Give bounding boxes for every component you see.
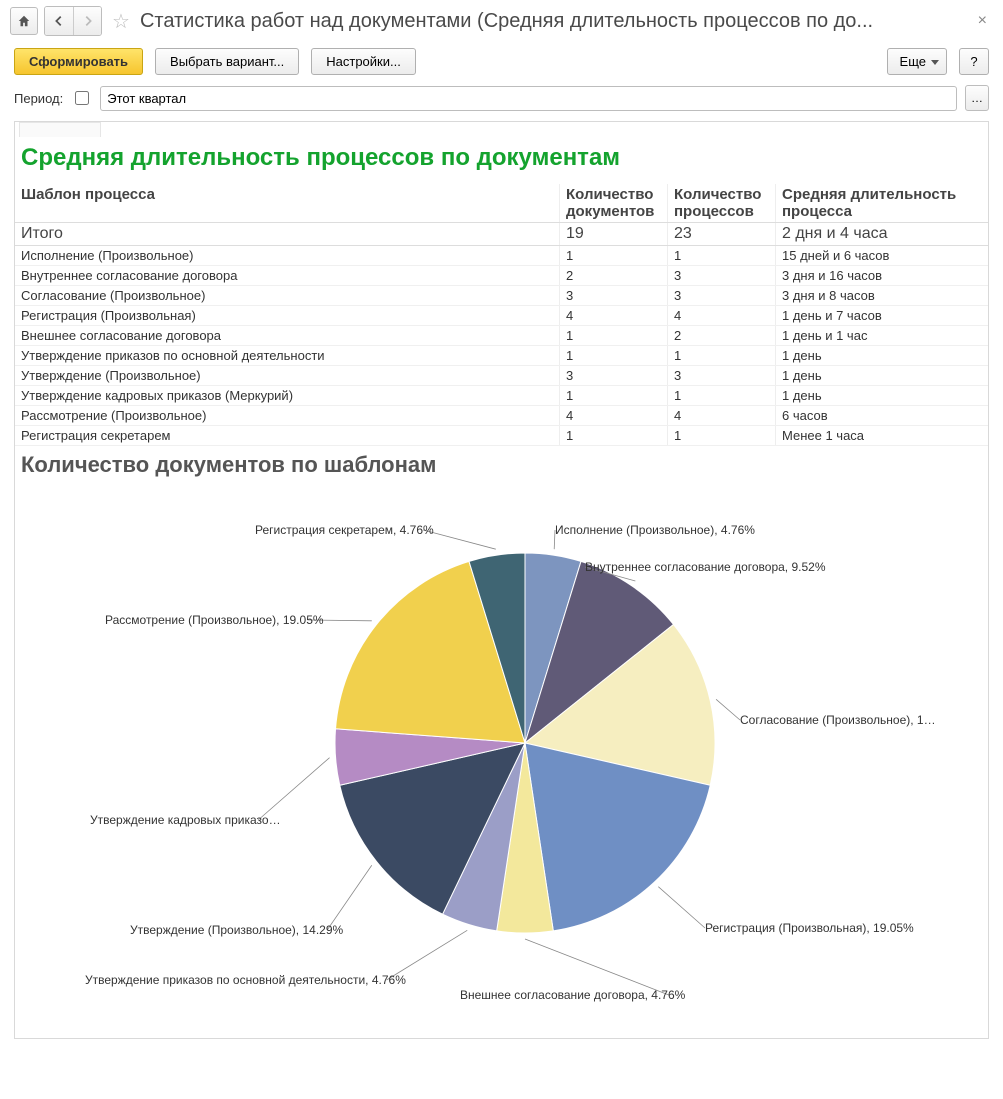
row-docs: 1 xyxy=(560,326,668,346)
pie-label: Регистрация секретарем, 4.76% xyxy=(255,523,434,537)
period-ellipsis-button[interactable]: … xyxy=(965,85,989,111)
row-name: Регистрация (Произвольная) xyxy=(15,306,560,326)
row-procs: 3 xyxy=(668,366,776,386)
settings-button[interactable]: Настройки... xyxy=(311,48,416,75)
row-dur: 1 день и 7 часов xyxy=(776,306,989,326)
row-docs: 1 xyxy=(560,246,668,266)
nav-group xyxy=(44,6,102,36)
row-procs: 4 xyxy=(668,406,776,426)
row-dur: 1 день xyxy=(776,366,989,386)
page-title: Статистика работ над документами (Средня… xyxy=(140,10,966,33)
pie-label: Утверждение приказов по основной деятель… xyxy=(85,973,406,987)
col-duration: Средняя длительность процесса xyxy=(776,184,989,223)
totals-label: Итого xyxy=(15,223,560,246)
table-row: Утверждение (Произвольное)331 день xyxy=(15,366,988,386)
pie-label: Утверждение кадровых приказо… xyxy=(90,813,281,827)
table-row: Согласование (Произвольное)333 дня и 8 ч… xyxy=(15,286,988,306)
row-dur: Менее 1 часа xyxy=(776,426,989,446)
row-docs: 4 xyxy=(560,406,668,426)
row-name: Внешнее согласование договора xyxy=(15,326,560,346)
home-button[interactable] xyxy=(10,7,38,35)
col-procs: Количество процессов xyxy=(668,184,776,223)
row-docs: 1 xyxy=(560,346,668,366)
row-docs: 4 xyxy=(560,306,668,326)
pie-label: Утверждение (Произвольное), 14.29% xyxy=(130,923,343,937)
table-row: Утверждение приказов по основной деятель… xyxy=(15,346,988,366)
table-row: Регистрация секретарем11Менее 1 часа xyxy=(15,426,988,446)
row-name: Утверждение кадровых приказов (Меркурий) xyxy=(15,386,560,406)
row-dur: 1 день xyxy=(776,386,989,406)
report-panel: Средняя длительность процессов по докуме… xyxy=(14,121,989,1039)
arrow-right-icon xyxy=(81,14,95,28)
row-procs: 1 xyxy=(668,346,776,366)
totals-procs: 23 xyxy=(668,223,776,246)
row-dur: 1 день xyxy=(776,346,989,366)
row-procs: 4 xyxy=(668,306,776,326)
period-checkbox[interactable] xyxy=(75,91,89,105)
pie-label: Внешнее согласование договора, 4.76% xyxy=(460,988,685,1002)
home-icon xyxy=(17,14,31,28)
period-input[interactable] xyxy=(100,86,957,111)
row-dur: 3 дня и 16 часов xyxy=(776,266,989,286)
pie-label: Регистрация (Произвольная), 19.05% xyxy=(705,921,914,935)
choose-variant-button[interactable]: Выбрать вариант... xyxy=(155,48,299,75)
report-title: Средняя длительность процессов по докуме… xyxy=(15,136,988,184)
table-row: Регистрация (Произвольная)441 день и 7 ч… xyxy=(15,306,988,326)
row-dur: 1 день и 1 час xyxy=(776,326,989,346)
totals-dur: 2 дня и 4 часа xyxy=(776,223,989,246)
table-row: Внешнее согласование договора121 день и … xyxy=(15,326,988,346)
report-table: Шаблон процесса Количество документов Ко… xyxy=(15,184,988,446)
row-docs: 3 xyxy=(560,366,668,386)
pie-label: Исполнение (Произвольное), 4.76% xyxy=(555,523,755,537)
pie-label: Рассмотрение (Произвольное), 19.05% xyxy=(105,613,324,627)
col-template: Шаблон процесса xyxy=(15,184,560,223)
pie-label: Внутреннее согласование договора, 9.52% xyxy=(585,560,826,574)
row-dur: 15 дней и 6 часов xyxy=(776,246,989,266)
table-row: Утверждение кадровых приказов (Меркурий)… xyxy=(15,386,988,406)
arrow-left-icon xyxy=(52,14,66,28)
row-procs: 1 xyxy=(668,246,776,266)
chart-title: Количество документов по шаблонам xyxy=(15,446,988,478)
row-docs: 1 xyxy=(560,386,668,406)
table-row: Исполнение (Произвольное)1115 дней и 6 ч… xyxy=(15,246,988,266)
pie-holder xyxy=(335,553,715,936)
row-name: Регистрация секретарем xyxy=(15,426,560,446)
table-row: Рассмотрение (Произвольное)446 часов xyxy=(15,406,988,426)
row-procs: 3 xyxy=(668,266,776,286)
row-docs: 2 xyxy=(560,266,668,286)
pie-chart xyxy=(335,553,715,933)
close-button[interactable]: × xyxy=(972,12,993,30)
row-name: Исполнение (Произвольное) xyxy=(15,246,560,266)
row-dur: 6 часов xyxy=(776,406,989,426)
row-docs: 3 xyxy=(560,286,668,306)
row-name: Внутреннее согласование договора xyxy=(15,266,560,286)
row-dur: 3 дня и 8 часов xyxy=(776,286,989,306)
sheet-tab-stub xyxy=(15,122,988,136)
totals-docs: 19 xyxy=(560,223,668,246)
row-procs: 2 xyxy=(668,326,776,346)
row-procs: 1 xyxy=(668,386,776,406)
back-button[interactable] xyxy=(45,7,73,35)
row-docs: 1 xyxy=(560,426,668,446)
row-name: Рассмотрение (Произвольное) xyxy=(15,406,560,426)
pie-label: Согласование (Произвольное), 1… xyxy=(740,713,936,727)
row-procs: 1 xyxy=(668,426,776,446)
table-row: Внутреннее согласование договора233 дня … xyxy=(15,266,988,286)
row-procs: 3 xyxy=(668,286,776,306)
forward-button[interactable] xyxy=(73,7,101,35)
chart-area: Исполнение (Произвольное), 4.76% Внутренн… xyxy=(15,478,988,1038)
col-docs: Количество документов xyxy=(560,184,668,223)
generate-button[interactable]: Сформировать xyxy=(14,48,143,75)
star-icon[interactable]: ☆ xyxy=(112,9,130,34)
help-button[interactable]: ? xyxy=(959,48,989,75)
period-label: Период: xyxy=(14,91,63,106)
row-name: Утверждение (Произвольное) xyxy=(15,366,560,386)
row-name: Утверждение приказов по основной деятель… xyxy=(15,346,560,366)
more-button[interactable]: Еще xyxy=(887,48,947,75)
row-name: Согласование (Произвольное) xyxy=(15,286,560,306)
